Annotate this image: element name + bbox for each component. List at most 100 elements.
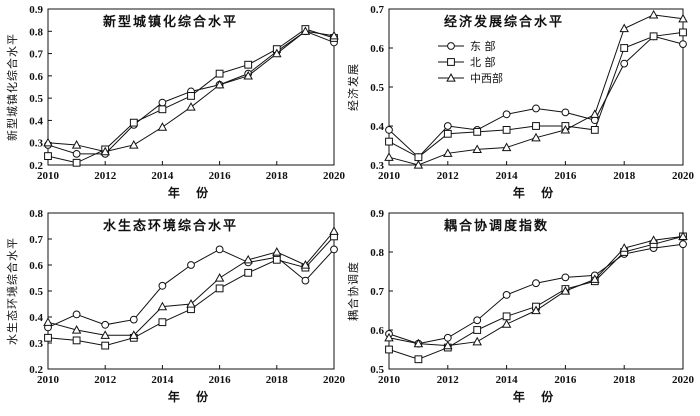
y-tick-label: 0.5 (370, 82, 384, 94)
data-point (502, 312, 511, 321)
data-point (71, 140, 82, 149)
x-tick-label: 2012 (94, 374, 117, 386)
legend-marker (446, 73, 456, 82)
series-3 (43, 226, 339, 339)
data-point (443, 340, 453, 350)
data-point (157, 301, 168, 311)
data-point (649, 32, 658, 41)
plot-frame (47, 212, 335, 370)
data-point (679, 240, 687, 249)
data-point (532, 279, 540, 288)
data-point (100, 330, 110, 339)
data-point (215, 284, 224, 293)
y-tick-label: 0.7 (370, 286, 384, 298)
series-line (388, 14, 684, 166)
y-tick-label: 0.5 (29, 93, 43, 105)
series-2 (44, 232, 338, 350)
data-point (158, 281, 167, 290)
plot-frame (388, 212, 684, 370)
x-tick-label: 2020 (323, 170, 346, 182)
data-point (679, 40, 687, 48)
data-point (243, 70, 253, 80)
series-line (388, 235, 684, 347)
data-point (472, 336, 482, 346)
data-point (214, 79, 225, 89)
x-tick-label: 2016 (554, 374, 577, 386)
y-tick-label: 0.9 (29, 4, 43, 16)
y-tick-label: 0.5 (370, 364, 384, 376)
x-tick-label: 2020 (323, 374, 346, 386)
data-point (214, 273, 225, 282)
data-point (531, 305, 541, 315)
data-point (187, 92, 195, 100)
data-point (413, 160, 424, 169)
data-point (678, 13, 688, 23)
data-point (473, 316, 482, 325)
data-point (272, 255, 281, 264)
y-tick-label: 0.5 (29, 286, 43, 298)
legend-label: 东 部 (470, 39, 496, 53)
data-point (414, 355, 423, 364)
data-point (502, 291, 511, 299)
y-axis-label: 新型城镇化综合水平 (5, 33, 19, 141)
series-3 (43, 26, 339, 156)
data-point (44, 152, 52, 160)
legend-entry: 东 部 (438, 39, 496, 53)
y-tick-label: 0.2 (29, 364, 43, 376)
data-point (244, 268, 253, 277)
x-tick-label: 2020 (672, 374, 695, 386)
series-line (47, 236, 335, 347)
data-point (472, 144, 482, 154)
y-tick-label: 0.8 (370, 247, 384, 259)
x-tick-label: 2018 (266, 374, 289, 386)
data-point (300, 260, 311, 269)
data-point (561, 108, 570, 117)
chart-panel-4: 2010 2012 2014 2016 2018 2020 0.5 0.6 0.7 0.8 0.9 耦… (346, 208, 695, 404)
y-tick-label: 0.6 (370, 43, 384, 55)
data-point (561, 273, 570, 282)
x-tick-label: 2010 (378, 374, 401, 386)
data-point (532, 104, 540, 113)
data-point (157, 122, 168, 131)
data-point (443, 129, 452, 138)
series-line (388, 243, 684, 345)
data-point (43, 317, 53, 326)
data-point (473, 127, 482, 136)
y-tick-label: 0.3 (29, 138, 43, 150)
x-tick-label: 2010 (37, 374, 60, 386)
y-tick-label: 0.4 (29, 115, 43, 127)
x-tick-label: 2012 (94, 170, 117, 182)
data-point (186, 299, 196, 308)
data-point (414, 153, 423, 162)
series-3 (384, 231, 688, 350)
chart-panel-1: 2010 2012 2014 2016 2018 2020 0.2 0.3 0.4 0.5 0.6 0… (5, 4, 346, 200)
data-point (300, 26, 311, 35)
data-point (590, 126, 599, 134)
y-tick-label: 0.7 (370, 4, 384, 16)
data-point (158, 98, 167, 107)
data-point (301, 276, 310, 285)
y-axis-label: 水生态环境综合水平 (5, 237, 19, 345)
data-point (443, 148, 453, 157)
data-point (648, 9, 659, 19)
data-point (590, 274, 600, 283)
data-point (101, 341, 110, 350)
chart-panel-2: 2010 2012 2014 2016 2018 2020 0.3 0.4 0.5 0.6 0.7 经… (346, 4, 695, 200)
x-tick-label: 2020 (672, 170, 695, 182)
data-point (215, 69, 224, 78)
series-1 (385, 32, 687, 162)
data-point (329, 226, 339, 235)
data-point (43, 137, 53, 147)
series-1 (44, 245, 338, 332)
data-point (560, 124, 571, 134)
x-tick-label: 2018 (266, 170, 289, 182)
y-tick-label: 0.4 (370, 121, 384, 133)
data-point (385, 137, 393, 146)
x-tick-label: 2014 (496, 374, 519, 386)
data-point (620, 44, 629, 52)
chart-title: 经济发展综合水平 (444, 14, 564, 30)
data-point (186, 102, 196, 111)
x-tick-label: 2012 (437, 170, 460, 182)
data-point (443, 122, 452, 130)
legend-label: 北 部 (470, 55, 496, 69)
